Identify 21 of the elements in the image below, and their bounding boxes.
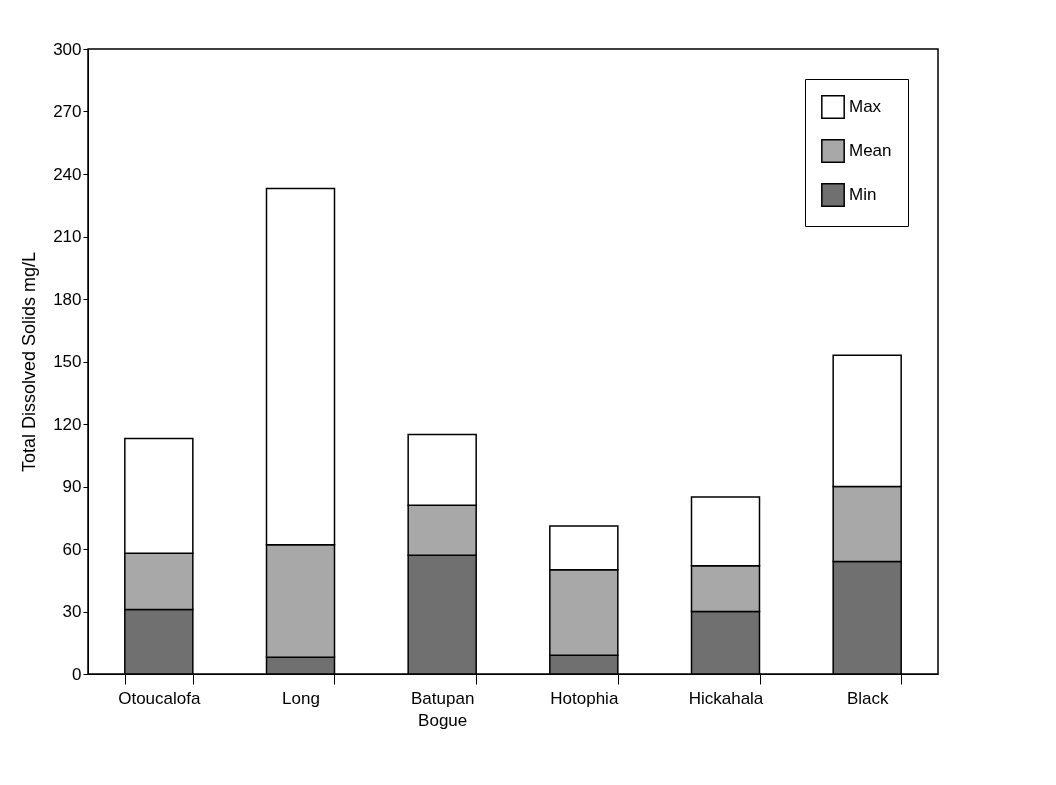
y-tick-label: 210 — [53, 227, 82, 246]
x-tick-label: Batupan Bogue — [410, 688, 475, 730]
y-tick-label: 120 — [53, 414, 82, 434]
x-tick-label: Black — [846, 688, 889, 708]
y-tick-label: 180 — [53, 289, 82, 309]
y-tick-label: 270 — [53, 102, 82, 121]
y-tick-label: 0 — [72, 664, 82, 684]
x-tick-label: Otoucalofa — [118, 688, 201, 708]
legend-label: Max — [849, 97, 882, 116]
y-tick-label: 60 — [62, 539, 82, 559]
x-tick-label: Long — [282, 688, 320, 708]
y-tick-label: 30 — [62, 602, 82, 621]
x-tick-label: Hotophia — [550, 688, 619, 708]
y-tick-label: 150 — [53, 352, 82, 371]
y-tick-label: 240 — [53, 164, 82, 184]
y-tick-label: 90 — [62, 477, 82, 496]
y-tick-label: 300 — [53, 39, 82, 59]
legend-label: Mean — [849, 141, 892, 160]
legend-label: Min — [849, 185, 877, 204]
y-axis-title: Total Dissolved Solids mg/L — [19, 251, 40, 473]
x-tick-label: Hickahala — [688, 688, 764, 708]
